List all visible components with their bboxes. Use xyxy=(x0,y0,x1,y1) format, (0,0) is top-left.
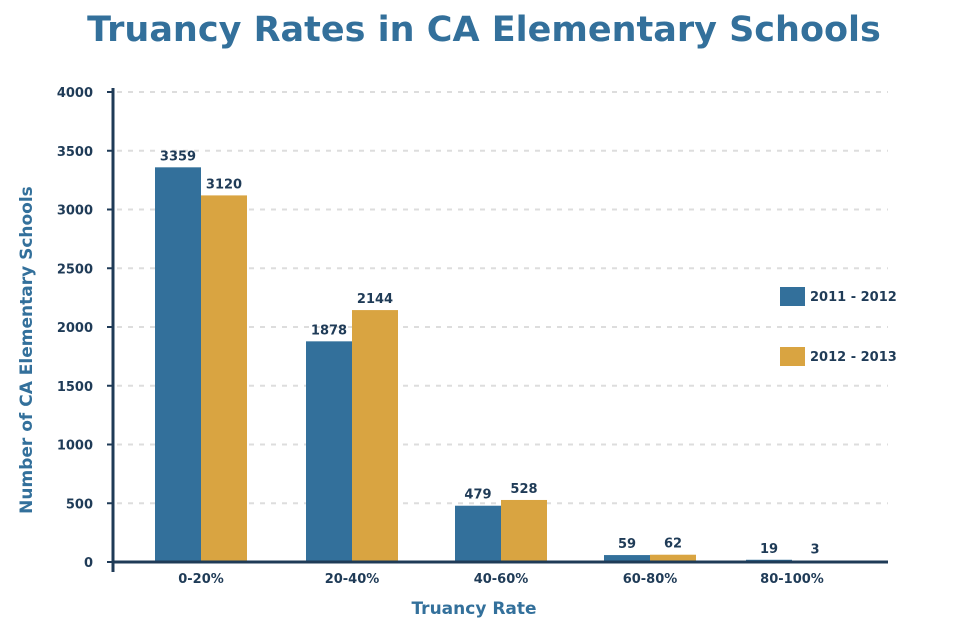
data-label: 2144 xyxy=(357,292,393,307)
data-labels: 3359 1878 479 59 19 3120 2144 528 62 3 xyxy=(160,149,820,557)
y-axis-title: Number of CA Elementary Schools xyxy=(17,186,37,514)
data-label: 59 xyxy=(618,537,636,552)
y-tick-label: 0 xyxy=(84,556,93,571)
y-tick-label: 2000 xyxy=(57,321,93,336)
y-tick-label: 1000 xyxy=(57,439,93,454)
x-tick-label: 80-100% xyxy=(760,572,824,587)
x-tick-label: 20-40% xyxy=(325,572,380,587)
legend-label: 2011 - 2012 xyxy=(810,290,897,305)
y-tick-label: 1500 xyxy=(57,380,93,395)
data-label: 3359 xyxy=(160,149,196,164)
y-tick-label: 500 xyxy=(66,497,93,512)
data-label: 528 xyxy=(510,482,537,497)
bar xyxy=(306,341,352,562)
data-label: 62 xyxy=(664,537,682,552)
data-label: 1878 xyxy=(311,323,347,338)
legend-swatch xyxy=(780,347,805,366)
bar xyxy=(501,500,547,562)
bar xyxy=(352,310,398,562)
y-tick-label: 3000 xyxy=(57,204,93,219)
x-tick-label: 0-20% xyxy=(178,572,224,587)
bar xyxy=(201,195,247,562)
x-axis-title: Truancy Rate xyxy=(411,599,536,619)
data-label: 3120 xyxy=(206,177,242,192)
x-tick-label: 60-80% xyxy=(623,572,678,587)
legend-swatch xyxy=(780,287,805,306)
data-label: 19 xyxy=(760,542,778,557)
x-tick-label: 40-60% xyxy=(474,572,529,587)
data-label: 3 xyxy=(810,543,819,558)
bar xyxy=(455,506,501,562)
y-tick-label: 2500 xyxy=(57,262,93,277)
y-tick-label: 3500 xyxy=(57,145,93,160)
y-tick-label: 4000 xyxy=(57,86,93,101)
legend-label: 2012 - 2013 xyxy=(810,350,897,365)
bar xyxy=(155,167,201,562)
data-label: 479 xyxy=(464,488,491,503)
